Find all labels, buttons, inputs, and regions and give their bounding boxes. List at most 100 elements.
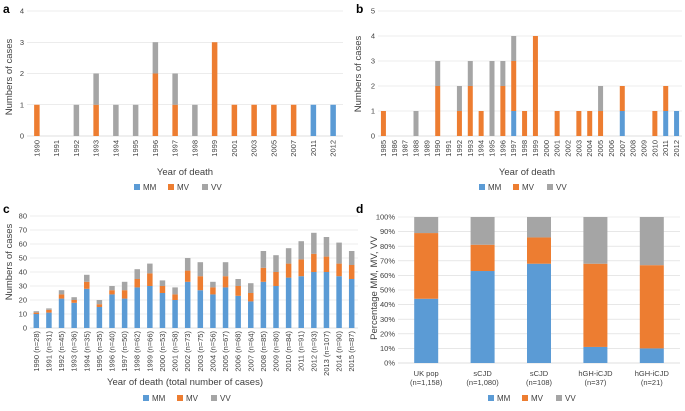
panel-c-bar-MM bbox=[46, 312, 52, 328]
panel-c: c Numbers of cases 0 10 20 30 40 50 60 70 80 1990… bbox=[3, 202, 358, 403]
panel-d-xtick-label: sCJD bbox=[473, 369, 492, 378]
panel-a-xtick-label: 1997 bbox=[171, 140, 180, 157]
panel-c-bar-MV bbox=[33, 312, 40, 314]
panel-d-legend: MM MV VV bbox=[488, 394, 576, 403]
panel-c-bar-MV bbox=[96, 304, 103, 307]
panel-c-ytick-label: 20 bbox=[19, 296, 27, 305]
panel-c-bar-MV bbox=[184, 270, 191, 282]
panel-c-bar-VV bbox=[184, 258, 191, 271]
panel-a-bar-MV bbox=[93, 104, 99, 136]
panel-c-letter: c bbox=[3, 202, 10, 216]
panel-c-bar-VV bbox=[121, 281, 128, 291]
panel-d-legend-swatch-MV bbox=[522, 395, 528, 401]
panel-a-xtick-label: 1995 bbox=[131, 140, 140, 157]
panel-d-xtick-label: (n=21) bbox=[641, 378, 663, 387]
panel-a-bar-VV bbox=[192, 104, 198, 136]
panel-d-xtick-label: UK pop bbox=[414, 369, 439, 378]
panel-c-xtick-label: 1998 (n=62) bbox=[133, 331, 142, 372]
panel-c-bar-MV bbox=[197, 276, 204, 291]
panel-b-bar-MV bbox=[652, 111, 658, 136]
panel-d-ytick-label: 50% bbox=[380, 286, 395, 295]
panel-d-bar-MV bbox=[470, 244, 495, 272]
panel-c-bar-VV bbox=[285, 248, 292, 264]
panel-c-bar-MM bbox=[71, 302, 77, 328]
panel-c-xtick-label: 2014 (n=90) bbox=[335, 331, 344, 372]
panel-a-bar-VV bbox=[113, 104, 119, 136]
panel-c-legend: MM MV VV bbox=[143, 394, 231, 403]
panel-c-bar-MV bbox=[172, 294, 178, 300]
panel-a-legend: MM MV VV bbox=[134, 183, 222, 192]
panel-c-bar-VV bbox=[172, 287, 178, 295]
panel-c-bar-MV bbox=[285, 263, 292, 278]
panel-b-xtick-label: 1999 bbox=[531, 140, 540, 157]
panel-c-bar-MV bbox=[311, 253, 317, 272]
panel-d-bar-MM bbox=[583, 346, 608, 363]
panel-c-bar-MM bbox=[336, 276, 342, 328]
panel-d-legend-label-MM: MM bbox=[497, 394, 511, 403]
panel-c-xtick-label: 2006 (n=68) bbox=[234, 331, 243, 372]
panel-c-bar-VV bbox=[46, 308, 52, 310]
panel-d-bar-MV bbox=[414, 233, 439, 299]
panel-a-legend-swatch-MV bbox=[168, 184, 174, 190]
panel-d-bar-VV bbox=[414, 217, 439, 234]
panel-c-bar-VV bbox=[96, 300, 103, 305]
panel-c-bar-VV bbox=[159, 280, 166, 286]
panel-c-bar-MV bbox=[298, 259, 304, 277]
panel-b-legend-swatch-VV bbox=[547, 184, 553, 190]
panel-a-bar-MV bbox=[231, 104, 238, 136]
panel-c-bar-VV bbox=[210, 281, 216, 288]
panel-c-xtick-label: 1995 (n=35) bbox=[95, 331, 104, 372]
panel-c-plot: 0 10 20 30 40 50 60 70 80 1990 (n=28) 1991 (n=31) 1… bbox=[19, 212, 358, 376]
panel-d-xtick-label: hGH-iCJD bbox=[635, 369, 670, 378]
panel-c-bar-VV bbox=[84, 274, 90, 282]
panel-b-bar-MV bbox=[554, 111, 560, 136]
panel-c-bar-VV bbox=[71, 297, 77, 300]
panel-d-bar-MV bbox=[583, 263, 608, 347]
panel-c-bar-MM bbox=[273, 286, 279, 328]
panel-d-ytick-label: 10% bbox=[380, 344, 395, 353]
panel-c-xtick-label: 2008 (n=85) bbox=[259, 331, 268, 372]
panel-b-bar-VV bbox=[467, 61, 473, 86]
panel-c-xtick-label: 1994 (n=35) bbox=[82, 331, 91, 372]
panel-c-xtick-label: 1990 (n=28) bbox=[32, 331, 41, 372]
panel-c-ytick-label: 0 bbox=[23, 324, 27, 333]
panel-c-ytick-label: 30 bbox=[19, 282, 27, 291]
panel-c-bar-MV bbox=[134, 279, 140, 288]
panel-b-bar-MV bbox=[522, 111, 528, 136]
panel-d-plot: 0%10%20%30%40%50%60%70%80%90%100%UK pop(… bbox=[376, 213, 680, 387]
panel-c-ytick-label: 80 bbox=[19, 212, 27, 221]
panel-c-xtick-label: 2013 (n=107) bbox=[322, 330, 331, 375]
panel-b-bar-MV bbox=[587, 111, 593, 136]
panel-d-xtick-label: (n=108) bbox=[526, 378, 553, 387]
panel-d-xtick-label: (n=1,080) bbox=[466, 378, 499, 387]
panel-a-ytick-label: 2 bbox=[20, 69, 24, 78]
panel-a-xtick-label: 1993 bbox=[92, 140, 101, 157]
panel-c-bar-MM bbox=[260, 281, 267, 328]
panel-c-bar-MM bbox=[348, 279, 355, 328]
panel-c-xtick-label: 2004 (n=56) bbox=[208, 331, 217, 372]
panel-c-xtick-label: 1999 (n=66) bbox=[145, 331, 154, 372]
panel-d-ylabel: Percentage MM, MV, VV bbox=[369, 236, 380, 340]
panel-b-bar-MV bbox=[532, 36, 538, 136]
panel-b-ytick-label: 2 bbox=[371, 82, 375, 91]
panel-c-bar-VV bbox=[323, 237, 330, 257]
panel-d-bar-MM bbox=[470, 271, 495, 363]
panel-c-xtick-label: 2003 (n=75) bbox=[196, 331, 205, 372]
panel-c-bar-MM bbox=[96, 307, 103, 328]
panel-c-xtick-label: 2010 (n=84) bbox=[284, 331, 293, 372]
panel-c-bar-MM bbox=[147, 286, 153, 328]
panel-a: a Numbers of cases 0 1 2 3 4 1990 1991 1992 1993… bbox=[3, 2, 343, 192]
panel-c-bar-MM bbox=[33, 314, 40, 328]
panel-a-bar-VV bbox=[93, 73, 99, 105]
panel-c-bar-VV bbox=[147, 263, 153, 274]
panel-a-xtick-label: 1998 bbox=[190, 140, 199, 157]
panel-c-bar-MV bbox=[159, 286, 166, 293]
panel-c-bar-MV bbox=[46, 309, 52, 313]
panel-c-bar-VV bbox=[260, 251, 267, 268]
panel-d-legend-swatch-VV bbox=[556, 395, 562, 401]
panel-c-xtick-label: 2009 (n=80) bbox=[272, 331, 281, 372]
panel-c-ylabel: Numbers of cases bbox=[4, 223, 15, 300]
panel-b-legend-swatch-MM bbox=[479, 184, 485, 190]
panel-c-xtick-label: 2012 (n=93) bbox=[309, 331, 318, 372]
